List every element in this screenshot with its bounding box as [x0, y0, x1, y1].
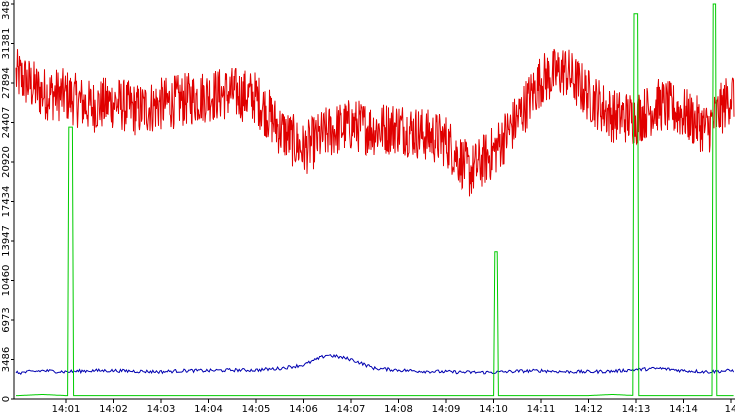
y-tick-label: 31381 — [1, 28, 12, 60]
x-tick-label: 14:08 — [384, 404, 413, 415]
x-tick-label: 14:01 — [52, 404, 81, 415]
x-tick-label: 14:05 — [242, 404, 271, 415]
x-tick-label: 14:09 — [432, 404, 461, 415]
y-tick-label: 24407 — [1, 107, 12, 139]
x-tick-label: 14:12 — [574, 404, 603, 415]
y-tick-label: 27894 — [1, 67, 12, 99]
x-tick-layer: 14:01 14:02 14:03 14:04 14:05 14:06 14:07 14:08… — [52, 399, 735, 415]
y-tick-label: 6973 — [1, 307, 12, 332]
y-tick-label: 0 — [1, 396, 12, 402]
series-line-1 — [15, 48, 735, 197]
x-tick-label: 14 — [725, 404, 735, 415]
x-tick-label: 14:03 — [147, 404, 176, 415]
series-layer — [15, 3, 735, 397]
series-line-2 — [15, 354, 735, 376]
y-tick-layer: 0 3486 6973 10460 13947 17434 20920 24407 27894 3… — [1, 0, 14, 402]
x-tick-label: 14:04 — [194, 404, 223, 415]
y-tick-label: 13947 — [1, 225, 12, 257]
axes-layer — [13, 0, 735, 400]
x-tick-label: 14:07 — [337, 404, 366, 415]
x-tick-label: 14:06 — [289, 404, 318, 415]
y-tick-label: 3486 — [1, 347, 12, 372]
x-tick-label: 14:13 — [622, 404, 651, 415]
series-line-3 — [16, 3, 734, 397]
y-tick-label: 17434 — [1, 186, 12, 218]
y-tick-label: 34868 — [1, 0, 12, 20]
x-tick-label: 14:02 — [99, 404, 128, 415]
y-tick-label: 20920 — [1, 146, 12, 178]
y-tick-label: 10460 — [1, 265, 12, 297]
x-tick-label: 14:14 — [669, 404, 698, 415]
x-tick-label: 14:11 — [527, 404, 556, 415]
x-tick-label: 14:10 — [479, 404, 508, 415]
